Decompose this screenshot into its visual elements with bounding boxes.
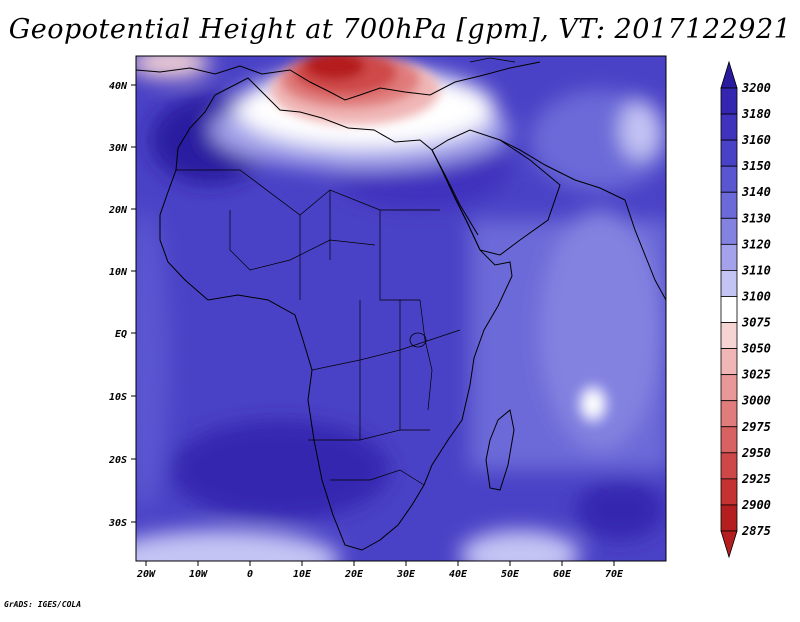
- colorbar-label: 3075: [741, 316, 771, 330]
- colorbar-segment: [720, 322, 738, 349]
- lat-tick: 20S: [108, 455, 136, 466]
- lon-tick-label: 0: [247, 569, 253, 580]
- lat-tick: EQ: [115, 329, 136, 340]
- colorbar-label: 3000: [741, 394, 771, 408]
- lon-tick-label: 40E: [449, 569, 468, 580]
- colorbar-segment: [720, 400, 738, 428]
- lon-tick-label: 70E: [605, 569, 624, 580]
- colorbar-label: 2875: [741, 524, 771, 538]
- lon-tick-label: 20W: [136, 569, 156, 580]
- lon-tick-label: 20E: [344, 569, 364, 580]
- lat-tick: 30S: [108, 518, 136, 529]
- colorbar-segment: [720, 296, 738, 323]
- lat-tick-label: 20S: [108, 455, 127, 466]
- lon-tick-label: 60E: [553, 569, 572, 580]
- field-se-high: [575, 480, 665, 540]
- field-indian-light: [540, 210, 660, 450]
- height-field: [136, 56, 666, 561]
- lat-axis: 40N 30N 20N 10N EQ 10S 20S 30S: [108, 81, 136, 529]
- lat-tick-label: 10N: [109, 267, 128, 278]
- colorbar-segment: [720, 113, 738, 141]
- colorbar-segment: [720, 191, 738, 219]
- lon-tick-label: 30E: [396, 569, 416, 580]
- colorbar-label: 3025: [741, 368, 771, 382]
- colorbar-segment: [720, 139, 738, 167]
- arabia-coast: [431, 129, 561, 256]
- africa-coast: [159, 77, 513, 551]
- lat-tick-label: 30S: [108, 518, 127, 529]
- lat-tick-label: 20N: [108, 205, 128, 216]
- lat-tick: 40N: [109, 81, 136, 92]
- colorbar-segment: [720, 374, 738, 402]
- lon-tick-label: 50E: [501, 569, 520, 580]
- lat-tick-label: EQ: [115, 329, 127, 340]
- lon-axis: 20W 10W 0 10E 20E 30E 40E 50E 60E 70E: [136, 561, 624, 580]
- lon-tick: 40E: [449, 561, 468, 580]
- lat-tick-label: 40N: [109, 81, 128, 92]
- colorbar-segment: [720, 243, 738, 271]
- lon-tick: 30E: [396, 561, 416, 580]
- colorbar-label: 3180: [741, 107, 771, 121]
- lon-tick: 70E: [605, 561, 624, 580]
- colorbar-segment: [720, 452, 738, 480]
- colorbar-label: 3140: [741, 185, 771, 199]
- colorbar-top-arrow: [720, 60, 738, 89]
- colorbar-segment: [720, 87, 738, 115]
- colorbar-label: 3160: [741, 133, 771, 147]
- field-west-band: [136, 210, 170, 510]
- madagascar-coast: [485, 409, 515, 491]
- colorbar-label: 3050: [741, 342, 771, 356]
- colorbar-segment: [720, 426, 738, 454]
- lon-tick: 20E: [344, 561, 364, 580]
- map-frame: [135, 55, 667, 562]
- lat-tick: 10S: [109, 392, 136, 403]
- colorbar-segment: [720, 270, 738, 297]
- lat-tick: 20N: [108, 205, 136, 216]
- lon-tick: 10W: [189, 561, 208, 580]
- lon-tick: 50E: [501, 561, 520, 580]
- lat-tick-label: 10S: [109, 392, 127, 403]
- lon-tick: 60E: [553, 561, 572, 580]
- lon-tick: 0: [247, 561, 253, 580]
- lon-tick: 10E: [293, 561, 312, 580]
- lon-tick-label: 10W: [189, 569, 208, 580]
- colorbar-label: 3200: [741, 81, 771, 95]
- colorbar-segment: [720, 478, 738, 506]
- lat-tick: 30N: [108, 143, 136, 154]
- lon-tick: 20W: [136, 561, 156, 580]
- field-south-band: [136, 530, 340, 561]
- colorbar-segment: [720, 165, 738, 193]
- europe-coast: [136, 61, 541, 101]
- coastlines: [136, 57, 666, 551]
- colorbar-bottom-arrow: [720, 530, 738, 559]
- chart-title: Geopotential Height at 700hPa [gpm], VT:…: [8, 14, 792, 45]
- colorbar-segment: [720, 504, 738, 532]
- colorbar-label: 3100: [741, 289, 771, 303]
- colorbar-label: 3130: [741, 211, 771, 225]
- lat-tick: 10N: [109, 267, 136, 278]
- lat-tick-label: 30N: [108, 143, 128, 154]
- colorbar-label: 2925: [741, 472, 771, 486]
- india-coast: [624, 199, 666, 301]
- colorbar: 3200 3180 3160 3150 3140 3130 3120 3110 3100 3075…: [720, 60, 771, 559]
- field-south-high: [170, 420, 390, 520]
- colorbar-label: 3120: [741, 237, 771, 251]
- grads-credit: GrADS: IGES/COLA: [4, 600, 82, 609]
- colorbar-label: 2900: [741, 498, 771, 512]
- lon-tick-label: 10E: [293, 569, 312, 580]
- colorbar-segment: [720, 348, 738, 376]
- colorbar-label: 2950: [741, 446, 771, 460]
- colorbar-label: 3150: [741, 159, 771, 173]
- colorbar-segment: [720, 217, 738, 245]
- colorbar-label: 3110: [741, 263, 771, 277]
- iran-coast: [499, 139, 626, 201]
- colorbar-label: 2975: [741, 420, 771, 434]
